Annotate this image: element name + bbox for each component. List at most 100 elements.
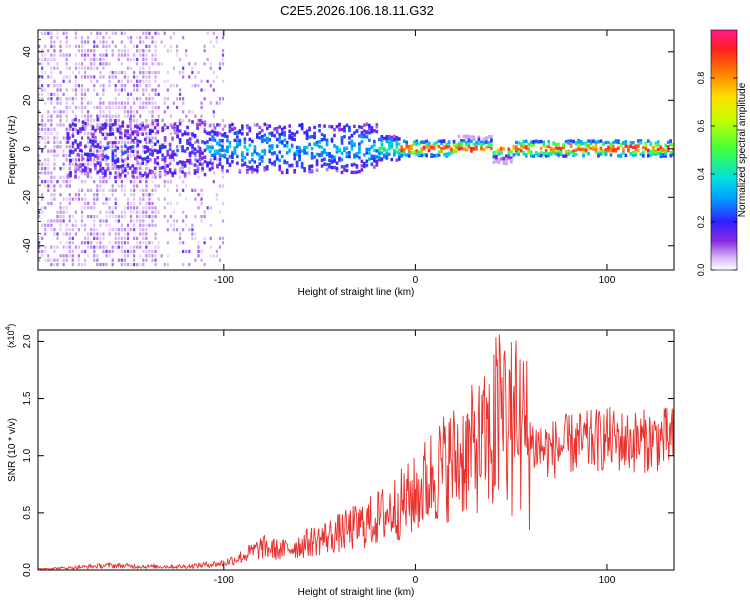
spectrogram-cell: [90, 118, 93, 123]
spectrogram-cell: [335, 150, 339, 154]
spectrogram-cell: [136, 214, 139, 219]
spectrogram-cell: [59, 223, 62, 227]
spectrogram-cell: [467, 138, 471, 142]
spectrogram-cell: [142, 236, 145, 240]
spectrogram-cell: [133, 114, 136, 118]
spectrogram-cell: [41, 210, 44, 214]
spectrogram-cell: [206, 146, 209, 151]
spectrogram-cell: [206, 161, 209, 165]
spectrogram-cell: [632, 145, 635, 150]
spectrogram-cell: [114, 122, 117, 126]
spectrogram-cell: [80, 197, 84, 201]
spectrogram-cell: [145, 236, 148, 240]
spectrogram-cell: [157, 210, 160, 214]
spectrogram-cell: [93, 132, 96, 136]
spectrogram-cell: [93, 105, 96, 110]
spectrogram-cell: [69, 174, 72, 178]
spectrogram-cell: [168, 142, 172, 147]
spectrogram-cell: [552, 151, 555, 155]
spectrogram-cell: [108, 44, 111, 48]
spectrogram-cell: [62, 254, 65, 258]
spectrogram-cell: [102, 44, 105, 48]
spectrogram-cell: [114, 153, 117, 158]
spectrogram-cell: [612, 140, 615, 145]
spectrogram-cell: [129, 57, 133, 62]
spectrogram-cell: [145, 36, 148, 40]
spectrogram-cell: [385, 139, 389, 144]
spectrogram-cell: [47, 184, 50, 188]
spectrogram-cell: [121, 151, 125, 155]
spectrogram-cell: [216, 123, 219, 127]
snr-y-tick-label: 2.0: [22, 334, 33, 348]
spectrogram-cell: [589, 139, 593, 143]
spectrogram-cell: [129, 66, 133, 70]
spectrogram-cell: [188, 262, 191, 267]
spectrogram-cell: [117, 101, 120, 105]
spectrogram-cell: [197, 249, 200, 254]
spectrogram-cell: [209, 101, 212, 105]
colorbar-tick-label: 0.4: [696, 168, 706, 181]
spectrogram-cell: [666, 140, 670, 144]
colorbar-ticks: 0.00.20.40.60.8: [696, 72, 737, 276]
spectrogram-cell: [145, 258, 148, 262]
spectrogram-cell: [81, 124, 85, 129]
spectrogram-cell: [80, 97, 84, 101]
spectrogram-cell: [175, 105, 179, 110]
spectrogram-cell: [510, 156, 513, 160]
spectrogram-cell: [268, 144, 272, 149]
spectrogram-cell: [56, 232, 59, 236]
spectrogram-cell: [145, 62, 148, 66]
spectrogram-cell: [175, 84, 179, 88]
spectrogram-cell: [41, 123, 44, 127]
spectrogram-cell: [345, 123, 349, 128]
spectrogram-cell: [87, 40, 90, 44]
spectrogram-cell: [68, 254, 71, 258]
spectrogram-cell: [114, 75, 117, 79]
spectrogram-cell: [59, 201, 62, 206]
spectrogram-cell: [385, 152, 389, 156]
spectrogram-cell: [211, 135, 214, 139]
spectrogram-cell: [564, 154, 568, 158]
spectrogram-cell: [93, 193, 96, 197]
spectrogram-cell: [178, 140, 182, 144]
spectrogram-cell: [283, 130, 286, 135]
spectrogram-cell: [44, 57, 47, 62]
spectrogram-cell: [335, 124, 339, 129]
spectrogram-cell: [102, 57, 105, 62]
spectrogram-cell: [41, 223, 44, 227]
spectrogram-cell: [455, 143, 458, 147]
spectrogram-cell: [47, 97, 50, 101]
spectrogram-cell: [59, 206, 62, 210]
spectrogram-cell: [41, 84, 44, 88]
spectrogram-cell: [68, 180, 71, 184]
spectrogram-cell: [592, 139, 595, 143]
spectrogram-cell: [44, 258, 47, 262]
spectrogram-cell: [407, 152, 411, 156]
spectrogram-cell: [68, 241, 71, 245]
spectrogram-cell: [114, 166, 117, 171]
spectrogram-cell: [200, 118, 203, 123]
spectrogram-cell: [148, 166, 151, 171]
spectrogram-cell: [203, 210, 206, 214]
spectrogram-cell: [200, 79, 203, 83]
spectrogram-cell: [328, 164, 331, 169]
spectrogram-cell: [71, 228, 74, 232]
spectrogram-cell: [363, 133, 366, 137]
spectrogram-cell: [597, 140, 600, 144]
spectrogram-cell: [87, 245, 90, 249]
spectrogram-cell: [62, 197, 65, 201]
spectrogram-cell: [251, 158, 254, 162]
spectrogram-cell: [375, 123, 379, 127]
spectrogram-cell: [425, 139, 428, 144]
spectrogram-cell: [117, 53, 120, 57]
spectrogram-cell: [467, 144, 471, 149]
spectrogram-cell: [236, 131, 239, 135]
spectrogram-cell: [80, 241, 84, 245]
spectrogram-cell: [148, 44, 151, 48]
spectrogram-cell: [102, 92, 105, 96]
spectrogram-cell: [226, 169, 229, 173]
spectrogram-cell: [104, 122, 107, 126]
spectrogram-x-tick-label: 0: [413, 275, 419, 286]
spectrogram-cell: [71, 122, 75, 126]
spectrogram-cell: [534, 151, 538, 155]
